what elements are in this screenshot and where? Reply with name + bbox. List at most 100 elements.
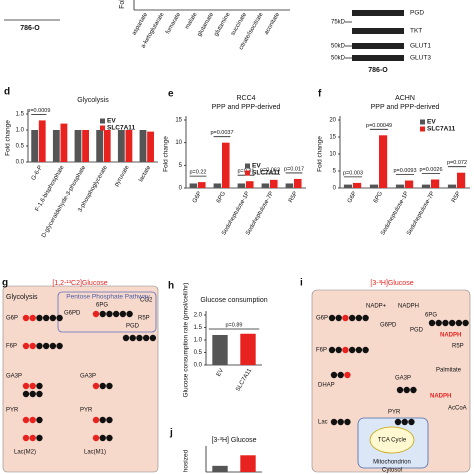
legend-swatch — [420, 126, 425, 132]
node-label: Palmitate — [436, 368, 462, 374]
p-value: p=0.017 — [284, 166, 304, 172]
bar — [213, 183, 222, 188]
bar — [343, 184, 353, 188]
y-tick-label: 20 — [329, 118, 336, 124]
y-tick-label: 5 — [179, 163, 183, 169]
carbon-atom — [36, 382, 43, 390]
x-tick-label: aspartate — [131, 11, 149, 36]
node-label: NADP+ — [366, 304, 387, 310]
x-tick-label: fumarate — [165, 11, 182, 35]
cell-line-label: 786-O — [368, 67, 388, 74]
y-axis-label: Fold change — [317, 136, 324, 172]
carbon-atom — [29, 314, 36, 322]
carbon-atom — [29, 390, 36, 398]
carbon-atom — [355, 314, 363, 322]
legend-swatch — [245, 170, 250, 176]
node-label: PGD — [410, 328, 424, 334]
protein-label: GLUT3 — [410, 55, 431, 62]
x-tick-label: aconitate — [264, 11, 282, 36]
panel-letter: f — [318, 89, 322, 100]
carbon-atom — [455, 319, 463, 327]
chart-title: Glucose consumption — [200, 297, 267, 304]
blot-band — [352, 43, 404, 49]
y-tick-label: 0.0 — [194, 363, 203, 369]
bar — [285, 183, 294, 188]
diagram-title: [3-³H]Glucose — [370, 280, 413, 287]
legend-swatch — [100, 118, 105, 124]
x-tick-label: Sedoheptulose-1P — [380, 191, 410, 237]
carbon-atom — [129, 334, 136, 342]
p-value: p=0.0026 — [419, 167, 442, 173]
panel-letter: d — [4, 87, 10, 98]
panel-letter: i — [300, 278, 303, 289]
bar — [421, 184, 431, 188]
node-label: Lac(M1) — [84, 450, 106, 456]
panel-letter: j — [169, 428, 173, 439]
bar — [237, 183, 246, 188]
x-tick-label: lactate — [138, 164, 152, 183]
carbon-atom — [408, 418, 415, 426]
carbon-atom — [56, 314, 63, 322]
carbon-atom — [99, 434, 106, 442]
node-label: Cytosol — [382, 468, 402, 474]
carbon-atom — [42, 314, 50, 322]
x-tick-label: Sedoheptulose-7P — [245, 191, 275, 237]
legend-swatch — [245, 163, 250, 169]
carbon-atom — [337, 418, 344, 426]
node-label: PGD — [126, 324, 140, 330]
node-label: NADPH — [440, 333, 461, 339]
p-value: p=0.072 — [447, 160, 467, 166]
carbon-atom — [22, 390, 30, 398]
protein-label: GLUT1 — [410, 43, 431, 50]
y-tick-label: 15 — [175, 118, 182, 124]
y-axis-label: Glucose consumption rate (pmol/cell/hr) — [183, 283, 190, 398]
bar — [38, 120, 46, 162]
carbon-atom — [330, 371, 338, 379]
y-tick-label: 10 — [329, 152, 336, 158]
y-tick-label: 1.5 — [194, 325, 203, 331]
node-label: F6P — [6, 344, 17, 350]
bar — [294, 178, 302, 188]
p-value: p=0.00049 — [366, 123, 392, 129]
carbon-atom — [403, 386, 410, 394]
carbon-atom — [106, 382, 113, 390]
cell-line-label: 786-O — [20, 25, 40, 32]
carbon-atom — [362, 314, 369, 322]
carbon-atom — [106, 416, 113, 424]
legend-label: SLC7A11 — [107, 125, 136, 132]
carbon-atom — [410, 386, 417, 394]
legend-label: SLC7A11 — [427, 126, 456, 133]
bar — [447, 184, 457, 188]
carbon-atom — [328, 314, 336, 322]
carbon-atom — [29, 342, 36, 350]
bar — [270, 179, 278, 188]
carbon-atom — [337, 371, 344, 379]
x-tick-label: Sedoheptulose-7P — [406, 191, 436, 237]
x-tick-label: pyruvate — [114, 164, 131, 188]
protein-label: TKT — [410, 28, 422, 35]
carbon-atom — [29, 416, 36, 424]
bar — [147, 131, 154, 162]
carbon-atom — [106, 310, 113, 318]
y-axis-label: Fold change — [163, 136, 170, 172]
bar — [405, 180, 414, 188]
carbon-atom — [348, 314, 356, 322]
carbon-atom — [22, 416, 30, 424]
y-tick-label: 10 — [175, 140, 182, 146]
node-label: R5P — [138, 316, 150, 322]
bar — [212, 335, 228, 365]
carbon-atom — [92, 416, 100, 424]
y-tick-label: 2.0 — [194, 313, 203, 319]
node-label: CO2 — [140, 298, 153, 304]
carbon-atom — [136, 334, 143, 342]
x-tick-label: malate — [184, 11, 199, 30]
node-label: 6PG — [425, 313, 437, 319]
carbon-atom — [22, 434, 30, 442]
diagram-g-background — [2, 285, 159, 473]
y-tick-label: 0.0 — [16, 160, 25, 166]
x-tick-label: G-6-P — [31, 165, 44, 182]
marker-label: 50kD — [331, 56, 346, 62]
node-label: DHAP — [318, 383, 335, 389]
bar — [431, 179, 440, 188]
x-tick-label: G6P — [347, 191, 358, 204]
